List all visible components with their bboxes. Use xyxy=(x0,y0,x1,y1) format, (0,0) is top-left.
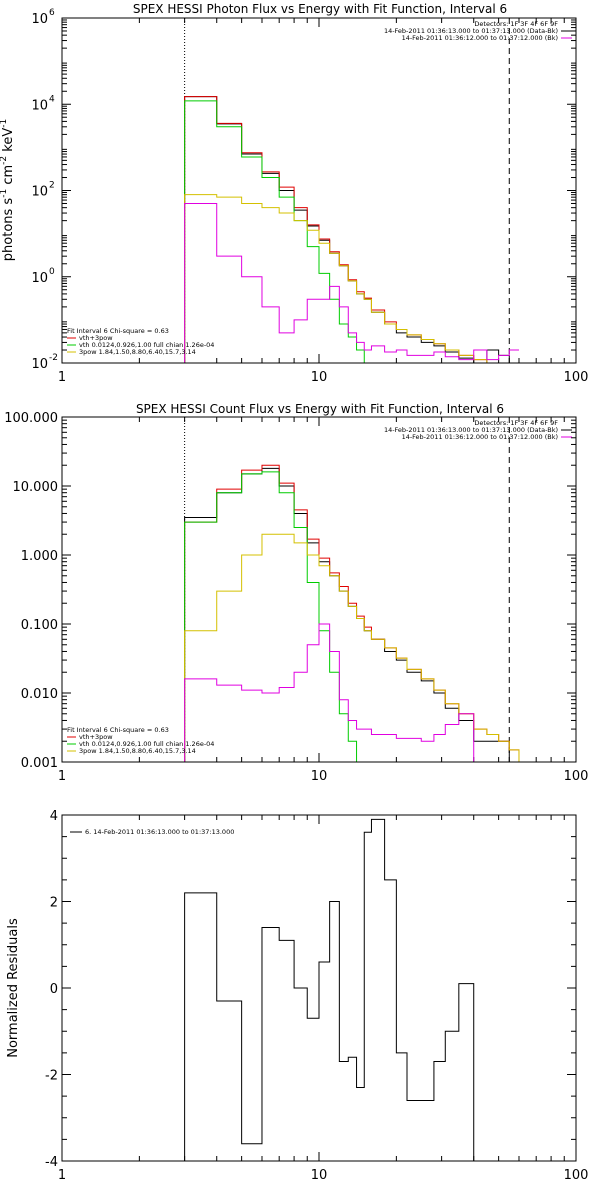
ylabel-sup: -1 xyxy=(0,119,9,128)
chart-title: SPEX HESSI Count Flux vs Energy with Fit… xyxy=(136,402,504,416)
y-tick-label: 0.010 xyxy=(21,687,58,702)
y-tick-label: 10 xyxy=(31,12,48,27)
plot-frame xyxy=(61,17,577,364)
y-tick-label: 10 xyxy=(31,98,48,113)
legend-entry: 14-Feb-2011 01:36:12.000 to 01:37:12.000… xyxy=(402,433,558,441)
x-tick-label: 1 xyxy=(58,1168,66,1183)
x-tick-label: 100 xyxy=(564,769,589,784)
y-tick-exponent: 6 xyxy=(49,8,55,18)
x-tick-label: 1 xyxy=(58,370,66,385)
fit-legend-entry: vth 0.0124,0.926,1.00 full chian 1.26e-0… xyxy=(79,341,214,349)
y-tick-label: 0.001 xyxy=(21,756,58,771)
x-tick-label: 10 xyxy=(311,370,328,385)
series-line-3pow xyxy=(184,194,519,364)
y-tick-exponent: -2 xyxy=(49,353,58,363)
y-tick-label: 100.000 xyxy=(4,411,58,426)
y-tick-label: 10 xyxy=(31,271,48,286)
ylabel-part: cm xyxy=(1,165,16,189)
plot-marks: 1 10 100 -4 -2 0 2 4 6. 14-Feb-2011 01:36:13.000… xyxy=(45,809,588,1183)
legend-entry: 14-Feb-2011 01:36:13.000 to 01:37:13.000… xyxy=(384,426,558,434)
x-tick-label: 100 xyxy=(564,1168,589,1183)
x-tick-label: 10 xyxy=(311,769,328,784)
chart-title: SPEX HESSI Photon Flux vs Energy with Fi… xyxy=(133,2,507,16)
plot-frame xyxy=(61,814,577,1162)
fit-legend-entry: Fit Interval 6 Chi-square = 0.63 xyxy=(67,327,169,335)
y-tick-exponent: 2 xyxy=(49,181,55,191)
x-tick-label: 100 xyxy=(564,370,589,385)
y-axis-label: photons s-1 cm-2 keV-1 xyxy=(0,119,16,261)
series-line-3pow xyxy=(184,533,537,763)
series-line-vth xyxy=(184,471,537,763)
series-line-data-bk xyxy=(184,467,537,763)
series-line-bk xyxy=(184,202,519,363)
legend-entry: 14-Feb-2011 01:36:12.000 to 01:37:12.000… xyxy=(402,34,558,42)
x-tick-label: 1 xyxy=(58,769,66,784)
y-tick-label: -4 xyxy=(45,1155,58,1170)
y-axis-label: Normalized Residuals xyxy=(6,918,21,1058)
ylabel-part: keV xyxy=(1,128,16,156)
fit-legend-entry: 3pow 1.84,1.50,8.80,6.40,15.7,3.14 xyxy=(79,348,196,356)
y-tick-label: 4 xyxy=(50,809,58,824)
fit-legend-entry: 3pow 1.84,1.50,8.80,6.40,15.7,3.14 xyxy=(79,747,196,755)
series-line-bk xyxy=(184,623,537,763)
fit-legend-entry: Fit Interval 6 Chi-square = 0.63 xyxy=(67,726,169,734)
y-tick-label: 10 xyxy=(31,357,48,372)
plot-marks: 1 10 100 0.001 0.010 0.100 1.000 10.000 100.000 D… xyxy=(4,411,588,784)
y-tick-label: 1.000 xyxy=(21,549,58,564)
ylabel-part: photons s xyxy=(1,198,16,262)
ylabel-sup: -2 xyxy=(0,156,9,165)
y-tick-label: 10 xyxy=(31,185,48,200)
legend-entry: 6. 14-Feb-2011 01:36:13.000 to 01:37:13.… xyxy=(85,828,234,836)
series-line-vth-3pow xyxy=(184,464,537,763)
y-tick-label: 2 xyxy=(50,896,58,911)
y-tick-label: 10.000 xyxy=(13,480,59,495)
y-tick-label: -2 xyxy=(45,1069,58,1084)
plot-frame xyxy=(61,416,577,763)
x-tick-label: 10 xyxy=(311,1168,328,1183)
fit-legend-entry: vth+3pow xyxy=(79,733,113,741)
y-tick-label: 0 xyxy=(50,982,58,997)
legend-entry: Detectors: 1F 3F 4F 6F 9F xyxy=(474,20,558,28)
photon-flux-panel: SPEX HESSI Photon Flux vs Energy with Fi… xyxy=(0,2,588,385)
y-tick-exponent: 0 xyxy=(49,267,55,277)
count-flux-panel: SPEX HESSI Count Flux vs Energy with Fit… xyxy=(4,402,588,784)
legend-entry: Detectors: 1F 3F 4F 6F 9F xyxy=(474,419,558,427)
residuals-panel: Normalized Residuals 1 10 100 -4 -2 0 2 4 6. 14-… xyxy=(6,809,588,1183)
y-tick-label: 0.100 xyxy=(21,618,58,633)
y-tick-exponent: 4 xyxy=(49,94,55,104)
series-line-6-14-feb-2011-01-36-13-000-to-01-37-13-000 xyxy=(184,818,510,1162)
series-line-vth-3pow xyxy=(184,96,519,364)
ylabel-sup: -1 xyxy=(0,189,9,198)
series-line-vth xyxy=(184,100,519,364)
legend-entry: 14-Feb-2011 01:36:13.000 to 01:37:13.000… xyxy=(384,27,558,35)
series-line-data-bk xyxy=(184,96,519,364)
fit-legend-entry: vth+3pow xyxy=(79,334,113,342)
fit-legend-entry: vth 0.0124,0.926,1.00 full chian 1.26e-0… xyxy=(79,740,214,748)
